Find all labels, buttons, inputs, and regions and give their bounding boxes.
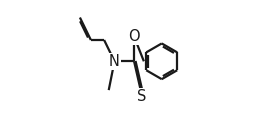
Text: N: N <box>109 54 120 69</box>
Text: S: S <box>138 89 147 104</box>
Text: O: O <box>128 29 140 44</box>
